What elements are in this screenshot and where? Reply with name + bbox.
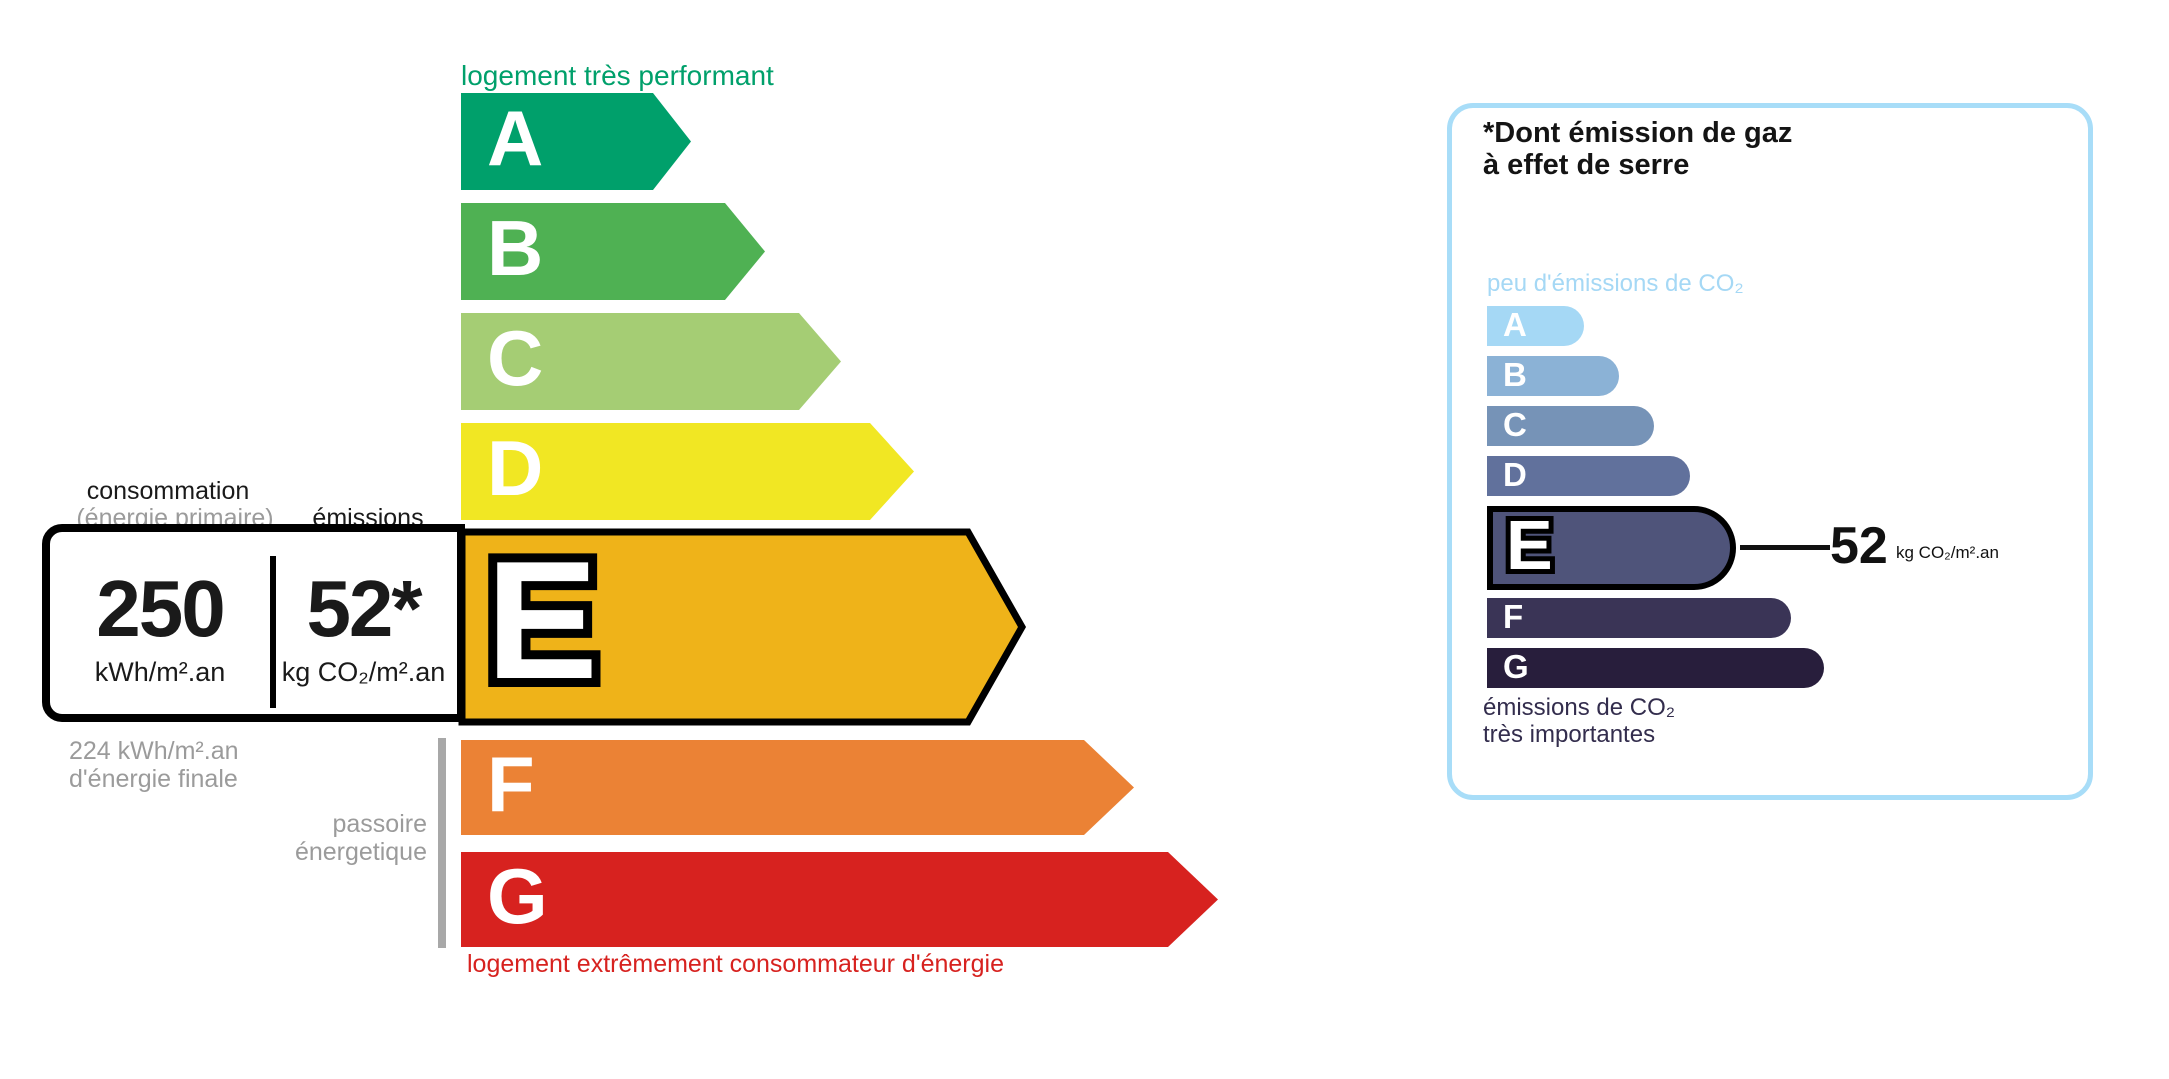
energy-class-letter-d: D (487, 423, 544, 512)
energy-class-letter-b: B (487, 203, 544, 292)
co2-class-letter-c: C (1503, 405, 1527, 443)
final-energy-note: 224 kWh/m².an d'énergie finale (69, 737, 239, 793)
co2-class-bar-f: F (1487, 598, 1791, 638)
co2-class-letter-g: G (1503, 647, 1529, 685)
energy-sieve-line1: passoire (332, 810, 428, 838)
energy-class-letter-g: G (487, 851, 548, 940)
energy-class-arrow-b: B (461, 203, 765, 300)
emissions-cell: 52* kg CO₂/m².an (270, 532, 457, 714)
final-energy-line2: d'énergie finale (69, 765, 238, 793)
co2-class-bar-c: C (1487, 406, 1654, 446)
energy-top-caption: logement très performant (461, 60, 774, 91)
emissions-unit: kg CO₂/m².an (281, 656, 446, 687)
energy-bottom-caption: logement extrêmement consommateur d'éner… (467, 950, 1004, 978)
energy-class-letter-c: C (487, 313, 544, 402)
co2-value-callout-line (1740, 545, 1830, 550)
co2-current-class-letter (1506, 510, 1553, 580)
co2-value-unit: kg CO₂/m².an (1896, 543, 1999, 562)
energy-sieve-line2: énergetique (294, 838, 427, 866)
co2-class-letter-b: B (1503, 355, 1527, 393)
energy-class-letter-a: A (487, 93, 544, 182)
consumption-value: 250 (96, 563, 225, 653)
energy-class-arrow-a: A (461, 93, 691, 190)
ghg-bottom-caption-line2: très importantes (1483, 721, 1656, 748)
energy-class-letter-f: F (487, 739, 535, 828)
co2-class-bar-b: B (1487, 356, 1619, 396)
energy-class-arrow-g: G (461, 852, 1218, 947)
energy-values-box: 250 kWh/m².an 52* kg CO₂/m².an (42, 524, 465, 722)
energy-current-class-letter (486, 536, 598, 704)
ghg-bottom-caption-line1: émissions de CO₂ (1483, 694, 1676, 721)
co2-value: 52 (1830, 517, 1888, 575)
energy-sieve-bracket (438, 738, 446, 948)
energy-class-arrow-f: F (461, 740, 1134, 835)
ghg-top-caption: peu d'émissions de CO₂ (1487, 270, 1744, 297)
energy-class-arrow-d: D (461, 423, 914, 520)
energy-sieve-label: passoire énergetique (227, 810, 427, 866)
co2-class-letter-a: A (1503, 305, 1527, 343)
ghg-panel-title-line1: *Dont émission de gaz (1483, 117, 1793, 149)
ghg-bottom-caption: émissions de CO₂ très importantes (1483, 694, 1675, 748)
emissions-value: 52* (306, 563, 422, 653)
co2-class-bar-g: G (1487, 648, 1824, 688)
consumption-label: consommation (86, 477, 250, 505)
value-box-divider (270, 556, 276, 708)
co2-class-bar-a: A (1487, 306, 1584, 346)
co2-class-letter-d: D (1503, 455, 1527, 493)
consumption-unit: kWh/m².an (94, 656, 226, 687)
consumption-cell: 250 kWh/m².an (50, 532, 270, 714)
ghg-panel-title: *Dont émission de gaz à effet de serre (1483, 117, 1792, 181)
co2-class-letter-f: F (1503, 597, 1524, 635)
energy-class-arrow-c: C (461, 313, 841, 410)
ghg-panel-title-line2: à effet de serre (1483, 149, 1690, 181)
co2-class-bar-d: D (1487, 456, 1690, 496)
final-energy-line1: 224 kWh/m².an (69, 737, 239, 765)
